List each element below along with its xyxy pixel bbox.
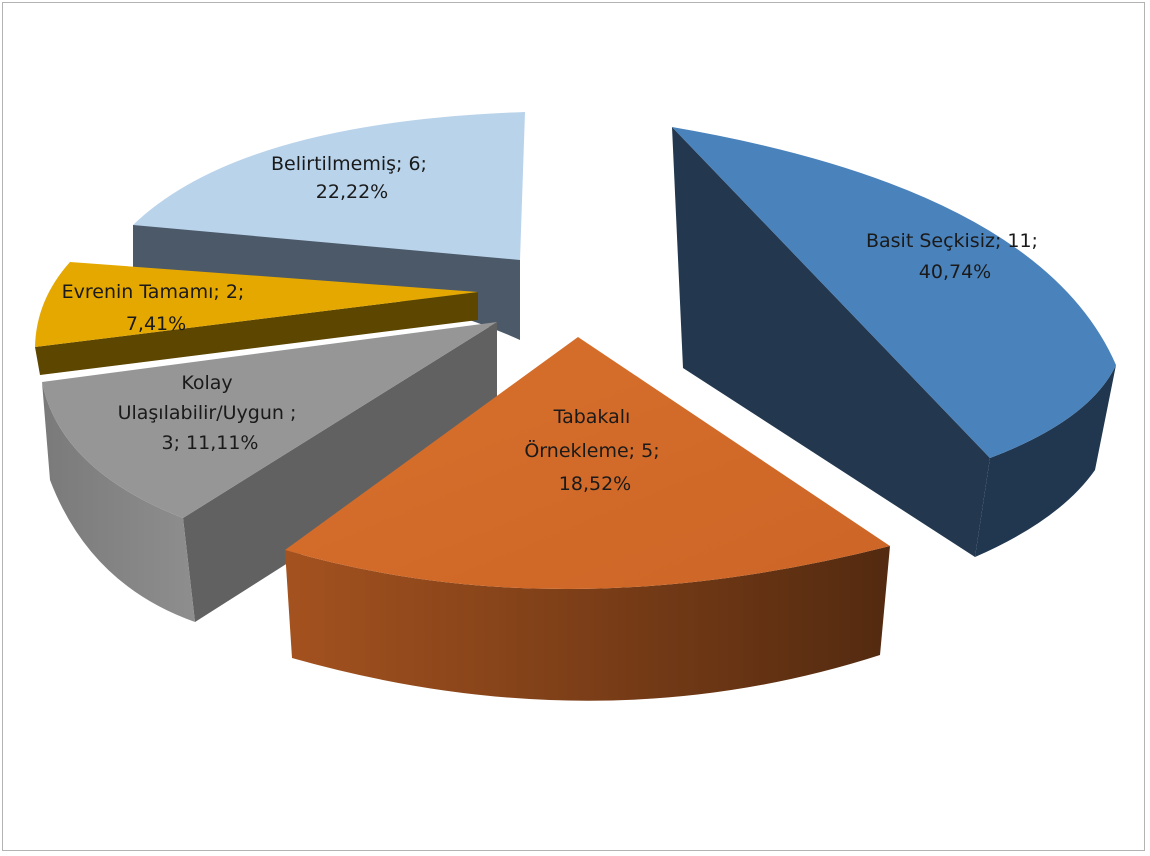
label-kolay: Kolay Ulaşılabilir/Uygun ; 3; 11,11%	[118, 372, 303, 454]
label-tabakali-line-1: Tabakalı	[553, 406, 631, 428]
label-basit-seckisiz: Basit Seçkisiz; 11; 40,74%	[866, 230, 1044, 283]
slice-kolay-right-face	[183, 322, 497, 622]
label-evrenin-tamami-line-2: 7,41%	[126, 313, 186, 335]
slice-belirtilmemis-top	[133, 112, 525, 260]
label-evrenin-tamami-line-1: Evrenin Tamamı; 2;	[62, 281, 245, 303]
label-basit-seckisiz-line-2: 40,74%	[919, 261, 991, 283]
slice-kolay-top	[42, 322, 497, 518]
label-tabakali-line-2: Örnekleme; 5;	[524, 439, 659, 462]
label-tabakali: Tabakalı Örnekleme; 5; 18,52%	[524, 406, 665, 495]
slice-kolay	[42, 322, 497, 622]
label-evrenin-tamami: Evrenin Tamamı; 2; 7,41%	[62, 281, 251, 335]
slice-basit-seckisiz	[672, 127, 1116, 557]
label-kolay-line-2: Ulaşılabilir/Uygun ;	[118, 402, 297, 424]
label-tabakali-line-3: 18,52%	[559, 473, 631, 495]
slice-tabakali-side	[285, 546, 890, 701]
label-basit-seckisiz-line-1: Basit Seçkisiz; 11;	[866, 230, 1038, 252]
slice-evrenin-tamami-top	[35, 262, 478, 347]
label-kolay-line-3: 3; 11,11%	[162, 432, 259, 454]
slice-evrenin-tamami	[35, 262, 478, 375]
label-kolay-line-1: Kolay	[181, 372, 232, 394]
label-belirtilmemis-line-1: Belirtilmemiş; 6;	[271, 153, 427, 175]
slice-kolay-side	[42, 382, 195, 622]
label-belirtilmemis: Belirtilmemiş; 6; 22,22%	[271, 153, 433, 203]
slice-basit-seckisiz-side	[975, 365, 1116, 557]
slice-basit-seckisiz-top	[672, 127, 1116, 458]
slice-tabakali	[285, 337, 890, 701]
slice-evrenin-tamami-side	[35, 292, 478, 375]
data-labels: Belirtilmemiş; 6; 22,22% Evrenin Tamamı;…	[62, 153, 1044, 495]
slice-basit-seckisiz-inner-face	[672, 127, 990, 557]
slice-tabakali-top	[285, 337, 890, 590]
label-belirtilmemis-line-2: 22,22%	[316, 181, 388, 203]
